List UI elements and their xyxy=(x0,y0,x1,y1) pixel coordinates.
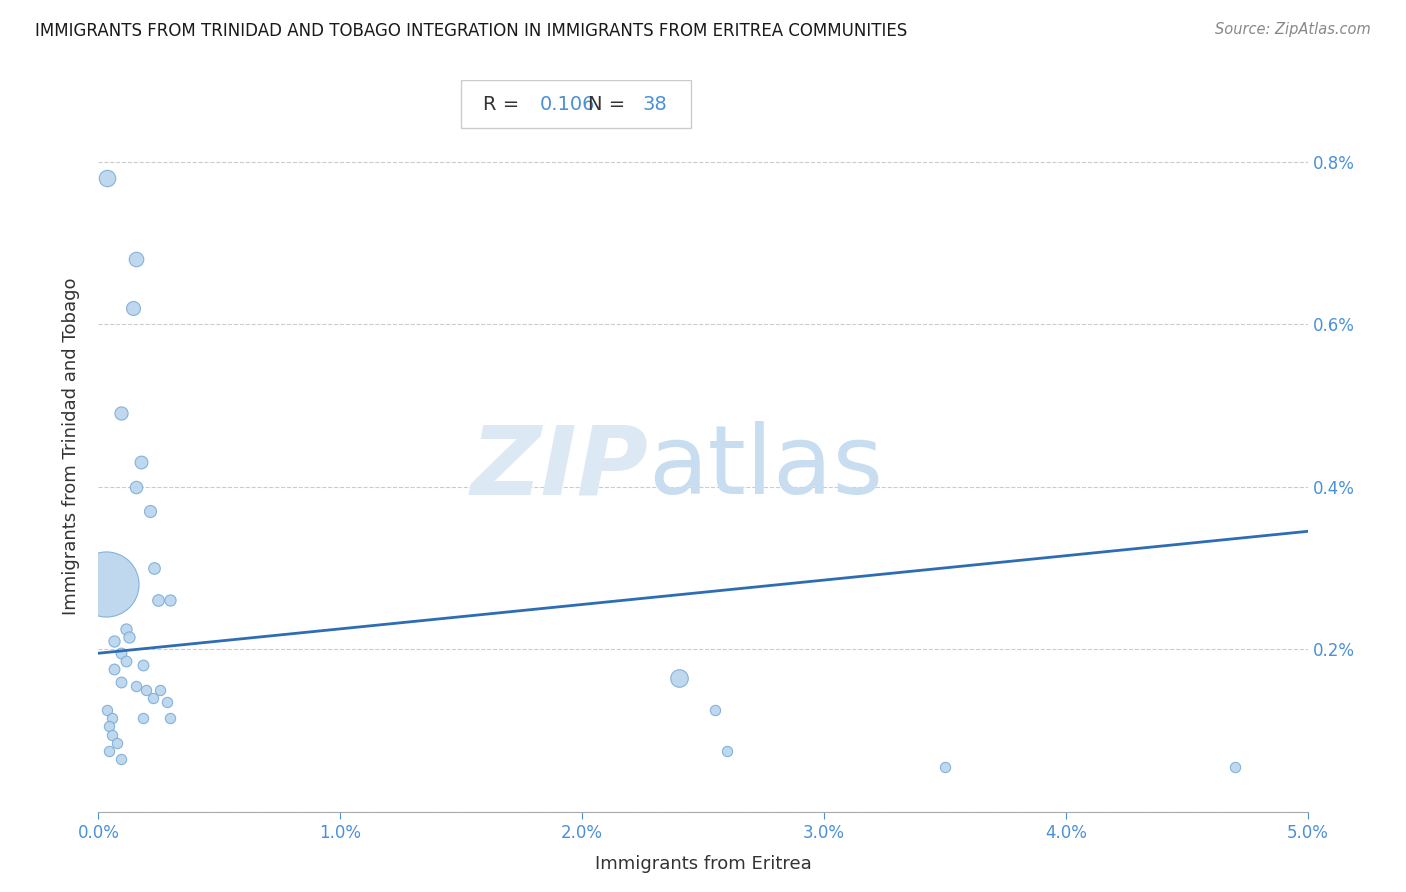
Point xyxy=(934,760,956,774)
Point xyxy=(110,646,132,660)
Point xyxy=(115,654,138,668)
Point xyxy=(159,711,181,725)
Point xyxy=(156,695,179,709)
Point xyxy=(132,711,155,725)
Point xyxy=(96,703,118,717)
Point xyxy=(122,301,145,315)
Point xyxy=(132,658,155,673)
Text: Source: ZipAtlas.com: Source: ZipAtlas.com xyxy=(1215,22,1371,37)
Y-axis label: Immigrants from Trinidad and Tobago: Immigrants from Trinidad and Tobago xyxy=(62,277,80,615)
Point xyxy=(118,630,141,644)
Text: atlas: atlas xyxy=(648,421,884,515)
Text: ZIP: ZIP xyxy=(471,421,648,515)
Point xyxy=(143,561,166,575)
Point xyxy=(115,622,138,636)
X-axis label: Immigrants from Eritrea: Immigrants from Eritrea xyxy=(595,855,811,873)
Point xyxy=(110,407,132,421)
FancyBboxPatch shape xyxy=(461,80,690,128)
Point xyxy=(704,703,727,717)
Text: N =: N = xyxy=(588,95,631,113)
Point xyxy=(142,690,165,705)
Point xyxy=(98,744,121,758)
Point xyxy=(100,711,122,725)
Point xyxy=(159,593,181,607)
Point xyxy=(139,504,162,518)
Point xyxy=(103,663,125,677)
Point xyxy=(125,480,148,494)
Point xyxy=(1223,760,1246,774)
Text: IMMIGRANTS FROM TRINIDAD AND TOBAGO INTEGRATION IN IMMIGRANTS FROM ERITREA COMMU: IMMIGRANTS FROM TRINIDAD AND TOBAGO INTE… xyxy=(35,22,907,40)
Text: R =: R = xyxy=(482,95,526,113)
Point xyxy=(94,577,117,591)
Point xyxy=(100,727,122,741)
Point xyxy=(668,671,690,685)
Point xyxy=(129,455,152,469)
Point xyxy=(149,682,172,697)
Point xyxy=(146,593,169,607)
Point xyxy=(125,252,148,266)
Point xyxy=(110,674,132,689)
Point xyxy=(125,679,148,693)
Text: 0.106: 0.106 xyxy=(540,95,595,113)
Point xyxy=(716,744,738,758)
Point xyxy=(103,634,125,648)
Point xyxy=(135,682,157,697)
Text: 38: 38 xyxy=(643,95,668,113)
Point xyxy=(98,719,121,733)
Point xyxy=(105,736,128,750)
Point xyxy=(96,170,118,185)
Point xyxy=(110,752,132,766)
